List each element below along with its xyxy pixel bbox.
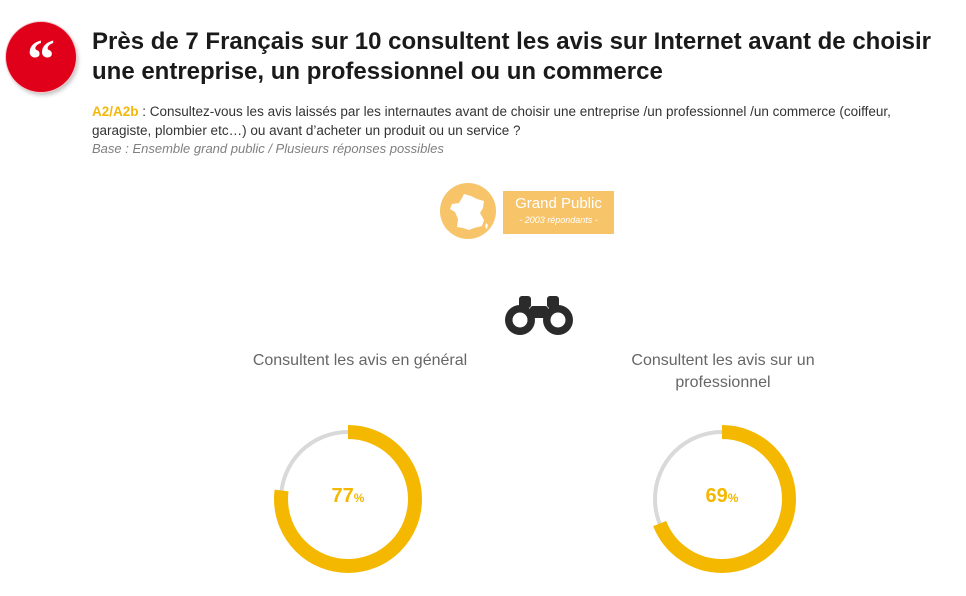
question-body: : Consultez-vous les avis laissés par le… <box>92 104 891 138</box>
donut-2-unit: % <box>727 491 739 505</box>
donut-1-value: 77% <box>298 485 398 508</box>
svg-text:“: “ <box>27 29 55 91</box>
donut-chart-general <box>274 425 422 573</box>
france-map-icon <box>450 194 488 230</box>
donut-1-label: Consultent les avis en général <box>252 352 468 369</box>
panel-label: Grand Public - 2003 répondants - <box>503 191 614 234</box>
donut-2-number: 69 <box>705 485 728 507</box>
donut-1-number: 77 <box>331 485 354 507</box>
france-badge <box>440 183 496 239</box>
base-note: Base : Ensemble grand public / Plusieurs… <box>92 141 444 156</box>
question-code: A2/A2b <box>92 104 139 119</box>
page-title: Près de 7 Français sur 10 consultent les… <box>92 28 932 85</box>
donut-2-label: Consultent les avis sur un professionnel <box>631 352 815 391</box>
panel-respondents: - 2003 répondants - <box>519 215 598 225</box>
binoculars-icon <box>505 296 573 335</box>
donut-2-value: 69% <box>672 485 772 508</box>
donut-value-arc <box>274 425 422 573</box>
donut-chart-professionnel <box>648 425 796 573</box>
quote-badge: “ <box>6 22 76 92</box>
question-text: A2/A2b : Consultez-vous les avis laissés… <box>92 102 952 140</box>
panel-name: Grand Public <box>515 195 602 212</box>
donut-1-unit: % <box>353 491 365 505</box>
quote-icon: “ <box>27 29 55 91</box>
donut-value-arc <box>648 425 796 573</box>
